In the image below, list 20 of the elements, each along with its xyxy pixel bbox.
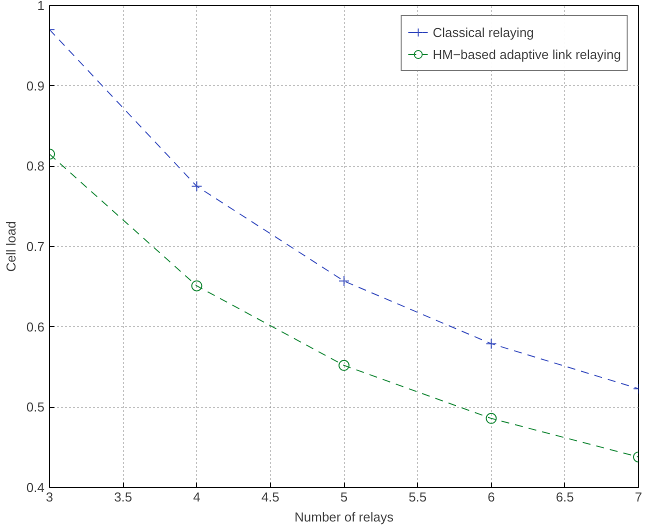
x-tick-label: 5.5 (408, 490, 427, 504)
y-tick-label: 1 (37, 0, 45, 13)
y-tick-label: 0.6 (26, 319, 45, 334)
x-tick-label: 6 (488, 490, 495, 504)
y-tick-label: 0.7 (26, 239, 45, 254)
y-tick-label: 0.9 (26, 78, 45, 94)
y-tick-label: 0.4 (26, 480, 45, 495)
x-tick-label: 4.5 (261, 490, 280, 504)
y-axis-title: Cell load (3, 221, 18, 272)
legend-label: Classical relaying (432, 24, 534, 40)
y-tick-label: 0.8 (26, 158, 45, 174)
y-tick-label: 0.5 (26, 400, 45, 415)
x-tick-label: 6.5 (556, 490, 574, 504)
x-tick-label: 4 (193, 490, 200, 504)
legend-label: HM−based adaptive link relaying (432, 46, 621, 62)
x-tick-label: 3 (46, 490, 54, 504)
x-tick-label: 3.5 (114, 490, 132, 504)
x-tick-label: 5 (340, 490, 348, 504)
x-tick-label: 7 (634, 490, 642, 504)
x-axis-title: Number of relays (294, 510, 394, 524)
